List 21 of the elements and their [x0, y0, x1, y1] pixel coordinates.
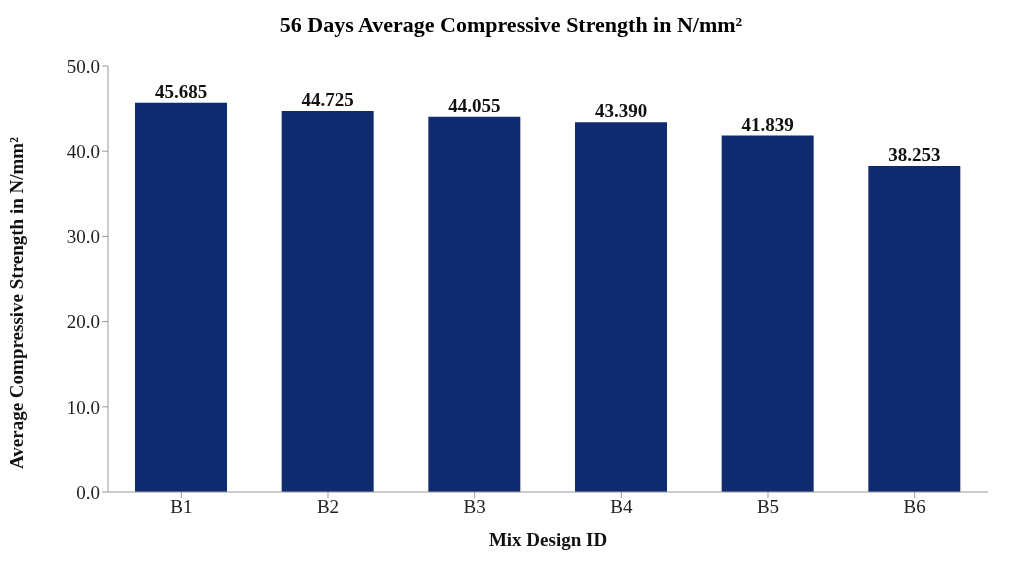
- x-tick-label: B3: [463, 496, 486, 518]
- y-axis-title: Average Compressive Strength in N/mm²: [5, 136, 27, 469]
- data-label: 45.685: [154, 80, 208, 102]
- y-tick-label: 40.0: [66, 140, 100, 162]
- data-label: 44.055: [448, 94, 501, 116]
- y-tick-label: 10.0: [66, 396, 100, 418]
- y-tick-label: 30.0: [66, 226, 100, 248]
- x-tick-label: B2: [316, 496, 340, 518]
- y-tick-label: 0.0: [76, 481, 100, 503]
- x-tick-label: B1: [170, 496, 193, 518]
- y-tick-label: 20.0: [66, 311, 100, 333]
- data-label: 43.390: [594, 100, 648, 122]
- x-tick-label: B5: [756, 496, 780, 518]
- x-axis-title: Mix Design ID: [488, 529, 608, 550]
- data-label: 38.253: [888, 144, 941, 166]
- chart-title: 56 Days Average Compressive Strength in N/mm²: [278, 12, 744, 39]
- y-tick-label: 50.0: [66, 55, 100, 77]
- data-label: 44.725: [301, 88, 354, 110]
- x-tick-label: B4: [610, 496, 633, 518]
- data-label: 41.839: [741, 113, 794, 135]
- x-tick-label: B6: [903, 496, 926, 518]
